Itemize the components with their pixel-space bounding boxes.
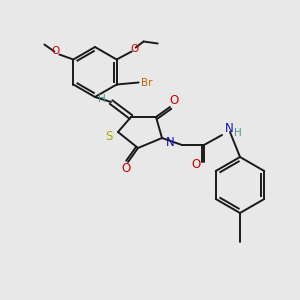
Text: H: H xyxy=(234,128,242,138)
Text: O: O xyxy=(130,44,139,53)
Text: N: N xyxy=(166,136,174,148)
Text: Br: Br xyxy=(141,77,152,88)
Text: H: H xyxy=(98,94,106,104)
Text: O: O xyxy=(169,94,178,107)
Text: O: O xyxy=(51,46,59,56)
Text: S: S xyxy=(105,130,113,143)
Text: N: N xyxy=(225,122,233,134)
Text: O: O xyxy=(122,163,130,176)
Text: O: O xyxy=(191,158,201,170)
